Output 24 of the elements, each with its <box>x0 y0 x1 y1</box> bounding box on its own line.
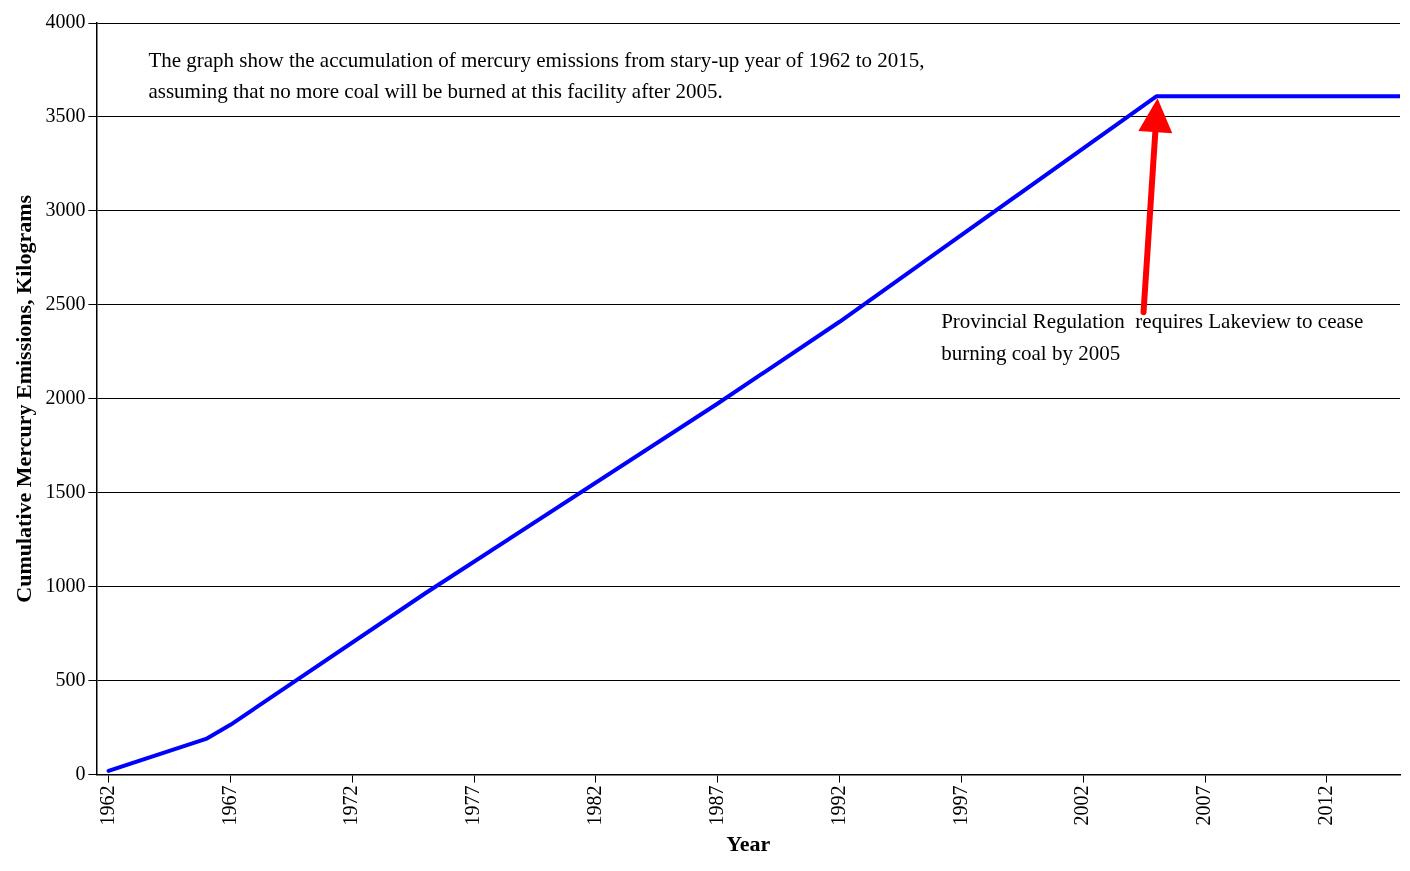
y-tick-label: 2000 <box>45 386 86 409</box>
annotation: Provincial Regulation requires Lakeview to cease burning coal by 2005 <box>941 309 1364 366</box>
x-tick-label: 1962 <box>95 785 118 826</box>
x-tick-label: 2007 <box>1192 785 1215 826</box>
y-tick-label: 2500 <box>45 292 86 315</box>
x-tick-label: 2002 <box>1070 785 1093 826</box>
y-tick-label: 0 <box>75 761 86 784</box>
x-tick-label: 1977 <box>461 785 484 826</box>
y-axis-title: Cumulative Mercury Emissions, Kilograms <box>10 194 36 603</box>
x-tick-label: 2012 <box>1314 785 1337 826</box>
x-tick-label: 1982 <box>583 785 606 826</box>
annotation: The graph show the accumulation of mercury emissions from stary-up year of 1962 to 2015, assuming that no more coal will be burned at this facility after 2005. <box>148 48 925 104</box>
x-tick-label: 1987 <box>704 785 727 826</box>
y-tick-label: 1000 <box>45 573 86 596</box>
y-tick-label: 3500 <box>45 104 86 127</box>
y-tick-label: 3000 <box>45 198 86 221</box>
x-tick-label: 1967 <box>217 785 240 826</box>
y-tick-label: 1500 <box>45 480 86 502</box>
y-tick-label: 500 <box>55 667 86 690</box>
y-tick-label: 4000 <box>45 10 86 33</box>
x-axis-title: Year <box>726 831 771 857</box>
x-tick-label: 1997 <box>948 785 971 826</box>
x-tick-label: 1972 <box>339 785 362 826</box>
x-tick-label: 1992 <box>826 785 849 826</box>
